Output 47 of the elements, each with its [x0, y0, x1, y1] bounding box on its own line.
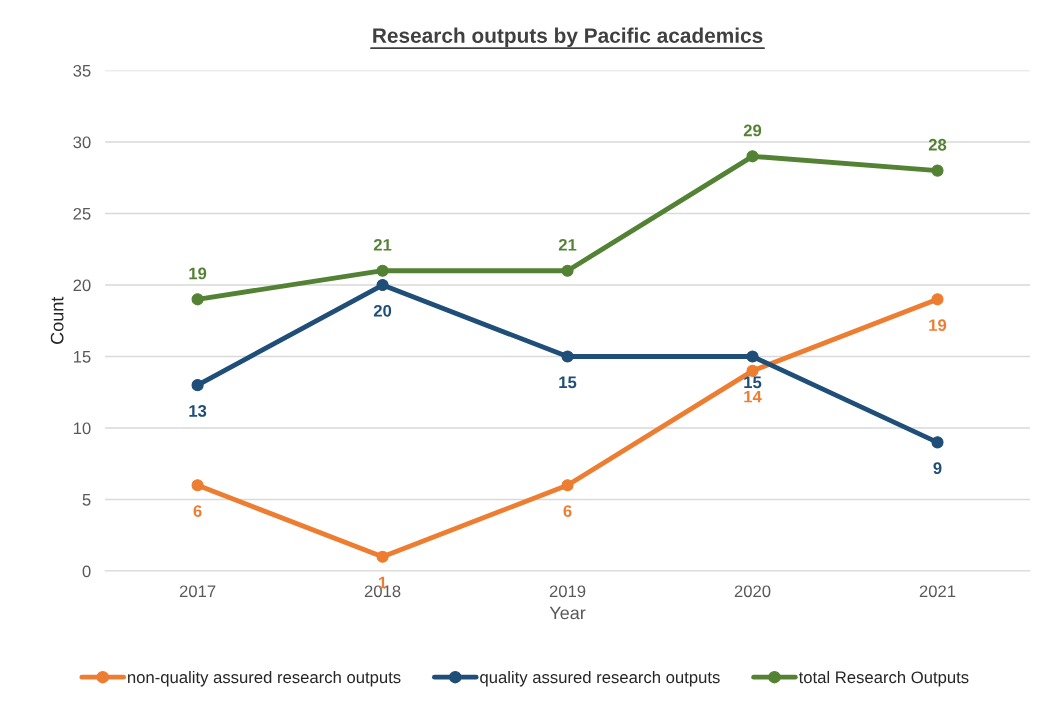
data-label: 6 [193, 505, 202, 517]
point [746, 364, 759, 377]
y-tick-label: 5 [82, 494, 91, 506]
point [561, 350, 574, 363]
x-tick-label: 2020 [734, 585, 771, 598]
data-label: 29 [743, 124, 762, 137]
point [746, 150, 759, 163]
y-tick-label: 25 [73, 207, 91, 220]
x-tick-label: 2019 [549, 585, 586, 598]
legend-label: quality assured research outputs [480, 670, 720, 687]
y-tick-label: 35 [73, 64, 91, 77]
point [931, 164, 944, 177]
point [561, 264, 574, 277]
data-label: 21 [558, 238, 577, 251]
legend-label: total Research Outputs [798, 670, 969, 687]
data-label: 15 [744, 376, 762, 389]
y-axis-title: Count [50, 296, 64, 344]
y-tick-label: 0 [82, 565, 91, 578]
x-tick-label: 2021 [919, 585, 956, 598]
y-tick-label: 15 [73, 351, 91, 363]
data-label: 13 [189, 405, 207, 417]
point [376, 550, 389, 563]
data-label: 28 [928, 138, 947, 151]
y-tick-label: 10 [73, 422, 91, 435]
point [931, 436, 944, 449]
point [376, 278, 389, 292]
x-tick-label: 2017 [179, 585, 216, 598]
data-label: 20 [373, 304, 392, 317]
y-tick-label: 30 [73, 136, 91, 149]
point [191, 293, 204, 306]
data-label: 14 [744, 390, 762, 403]
data-label: 6 [563, 505, 572, 517]
point [191, 479, 204, 492]
data-label: 19 [929, 319, 947, 332]
data-label: 21 [373, 238, 392, 251]
point [561, 479, 574, 492]
point [931, 293, 944, 306]
chart-title: Research outputs by Pacific academics [373, 27, 763, 48]
point [376, 264, 389, 277]
data-label: 15 [559, 376, 577, 389]
point [191, 379, 204, 392]
legend-label: non-quality assured research outputs [128, 670, 401, 687]
point [746, 350, 759, 363]
data-label: 9 [933, 462, 942, 475]
x-axis-title: Year [549, 606, 586, 620]
y-tick-label: 20 [73, 279, 91, 292]
data-label: 19 [189, 267, 207, 280]
